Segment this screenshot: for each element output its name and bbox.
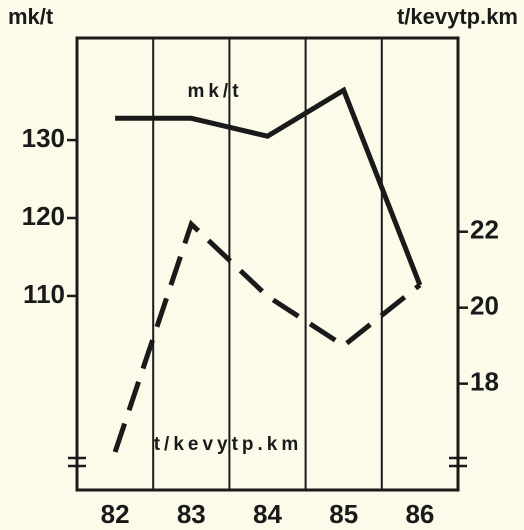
- y2-tick-label: 22: [470, 215, 499, 245]
- series-label: t/kevytp.km: [154, 434, 303, 455]
- y-tick-label: 120: [22, 201, 65, 231]
- y-tick-label: 130: [22, 123, 65, 153]
- x-tick-label: 83: [177, 499, 206, 529]
- axis-breaks: [68, 456, 467, 468]
- x-tick-label: 84: [253, 499, 282, 529]
- y2-axis-title: t/kevytp.km: [397, 4, 518, 29]
- x-tick-label: 85: [329, 499, 358, 529]
- y2-tick-label: 18: [470, 367, 499, 397]
- y2-tick-label: 20: [470, 291, 499, 321]
- series-label: mk/t: [187, 81, 242, 102]
- y-axis-title: mk/t: [8, 4, 54, 29]
- series-line: [112, 219, 422, 453]
- y-tick-label: 110: [23, 279, 65, 309]
- x-tick-label: 82: [101, 499, 130, 529]
- series-line: [115, 86, 423, 286]
- plot-frame: [75, 36, 460, 492]
- x-tick-label: 86: [405, 499, 434, 529]
